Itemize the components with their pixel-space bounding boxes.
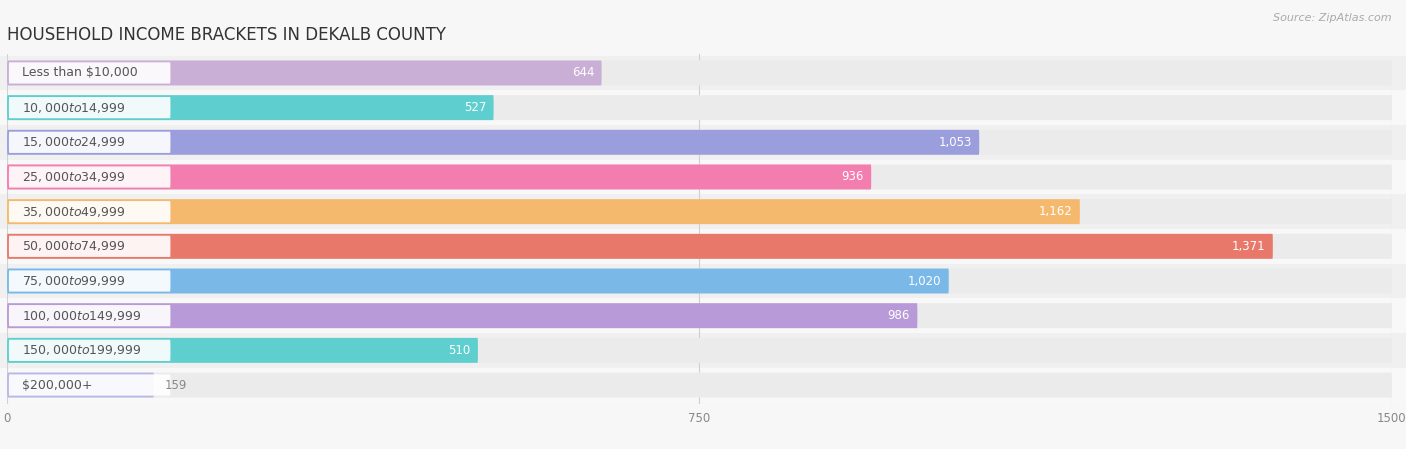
Text: 1,371: 1,371 <box>1232 240 1265 253</box>
Bar <box>0 264 1406 298</box>
FancyBboxPatch shape <box>7 164 872 189</box>
Text: $15,000 to $24,999: $15,000 to $24,999 <box>22 135 125 150</box>
FancyBboxPatch shape <box>8 236 170 257</box>
FancyBboxPatch shape <box>8 340 170 361</box>
Text: $75,000 to $99,999: $75,000 to $99,999 <box>22 274 125 288</box>
FancyBboxPatch shape <box>8 97 170 118</box>
FancyBboxPatch shape <box>8 270 170 291</box>
Text: HOUSEHOLD INCOME BRACKETS IN DEKALB COUNTY: HOUSEHOLD INCOME BRACKETS IN DEKALB COUN… <box>7 26 446 44</box>
FancyBboxPatch shape <box>7 234 1272 259</box>
FancyBboxPatch shape <box>7 303 917 328</box>
Text: 936: 936 <box>841 171 863 184</box>
FancyBboxPatch shape <box>7 199 1392 224</box>
FancyBboxPatch shape <box>8 62 170 84</box>
FancyBboxPatch shape <box>7 95 494 120</box>
Text: Less than $10,000: Less than $10,000 <box>22 66 138 79</box>
FancyBboxPatch shape <box>8 167 170 188</box>
Text: $25,000 to $34,999: $25,000 to $34,999 <box>22 170 125 184</box>
FancyBboxPatch shape <box>7 234 1392 259</box>
Text: $50,000 to $74,999: $50,000 to $74,999 <box>22 239 125 253</box>
Bar <box>0 194 1406 229</box>
FancyBboxPatch shape <box>7 95 1392 120</box>
FancyBboxPatch shape <box>7 199 1080 224</box>
Text: $150,000 to $199,999: $150,000 to $199,999 <box>22 343 141 357</box>
Bar <box>0 368 1406 402</box>
FancyBboxPatch shape <box>7 373 1392 397</box>
Text: 1,162: 1,162 <box>1039 205 1073 218</box>
FancyBboxPatch shape <box>7 61 1392 85</box>
FancyBboxPatch shape <box>8 132 170 153</box>
FancyBboxPatch shape <box>7 303 1392 328</box>
FancyBboxPatch shape <box>7 164 1392 189</box>
Bar <box>0 125 1406 160</box>
FancyBboxPatch shape <box>7 269 949 294</box>
FancyBboxPatch shape <box>7 338 1392 363</box>
Text: $35,000 to $49,999: $35,000 to $49,999 <box>22 205 125 219</box>
Text: 986: 986 <box>887 309 910 322</box>
FancyBboxPatch shape <box>8 374 170 396</box>
FancyBboxPatch shape <box>8 305 170 326</box>
Text: 159: 159 <box>165 379 187 392</box>
FancyBboxPatch shape <box>8 201 170 222</box>
FancyBboxPatch shape <box>7 61 602 85</box>
Text: 510: 510 <box>449 344 471 357</box>
FancyBboxPatch shape <box>7 338 478 363</box>
Text: 527: 527 <box>464 101 486 114</box>
Bar <box>0 298 1406 333</box>
Bar <box>0 90 1406 125</box>
FancyBboxPatch shape <box>7 269 1392 294</box>
Text: $10,000 to $14,999: $10,000 to $14,999 <box>22 101 125 114</box>
Text: 1,053: 1,053 <box>938 136 972 149</box>
Text: 644: 644 <box>572 66 595 79</box>
FancyBboxPatch shape <box>7 130 1392 155</box>
Text: $100,000 to $149,999: $100,000 to $149,999 <box>22 308 141 323</box>
Text: $200,000+: $200,000+ <box>22 379 93 392</box>
Bar <box>0 333 1406 368</box>
Bar <box>0 160 1406 194</box>
Text: Source: ZipAtlas.com: Source: ZipAtlas.com <box>1274 13 1392 23</box>
FancyBboxPatch shape <box>7 373 153 397</box>
FancyBboxPatch shape <box>7 130 979 155</box>
Text: 1,020: 1,020 <box>908 274 942 287</box>
Bar <box>0 229 1406 264</box>
Bar <box>0 56 1406 90</box>
